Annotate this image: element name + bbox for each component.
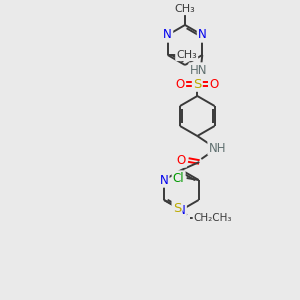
Text: S: S [193,77,202,91]
Text: HN: HN [190,64,207,76]
Text: O: O [210,77,219,91]
Text: CH₃: CH₃ [175,4,195,14]
Text: N: N [198,28,207,41]
Text: N: N [163,28,172,41]
Text: Cl: Cl [173,172,184,184]
Text: CH₃: CH₃ [176,50,197,60]
Text: S: S [173,202,181,214]
Text: CH₂CH₃: CH₂CH₃ [194,213,232,223]
Text: NH: NH [208,142,226,154]
Text: O: O [176,77,185,91]
Text: O: O [177,154,186,166]
Text: N: N [177,203,186,217]
Text: N: N [160,173,168,187]
